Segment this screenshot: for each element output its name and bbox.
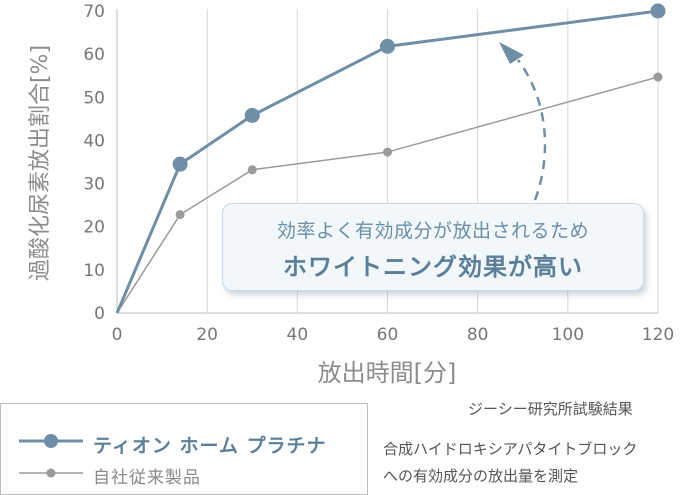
- data-point-series-2: [247, 165, 257, 175]
- x-tick-label: 40: [287, 325, 309, 345]
- annotation-line2: ホワイトニング効果が高い: [283, 253, 583, 281]
- description-line-2: への有効成分の放出量を測定: [383, 467, 579, 485]
- data-point-series-2: [653, 72, 663, 82]
- legend-label-series-1: ティオン ホーム プラチナ: [93, 435, 327, 457]
- y-tick-label: 0: [94, 304, 105, 324]
- data-point-series-1: [380, 38, 395, 54]
- legend-marker-icon: [19, 434, 83, 448]
- grid-lines: [206, 9, 659, 313]
- annotation-line1: 効率よく有効成分が放出されるため: [276, 220, 589, 242]
- legend-item-series-1: ティオン ホーム プラチナ: [1, 426, 367, 457]
- source-note: ジーシー研究所試験結果: [468, 400, 633, 418]
- data-point-series-2: [175, 210, 185, 220]
- arrow-dashed-path: [516, 59, 547, 201]
- arrow-head-icon: [499, 42, 524, 64]
- y-tick-label: 10: [83, 261, 105, 281]
- y-tick-label: 50: [83, 88, 105, 108]
- series-lines: [115, 3, 666, 314]
- x-tick-label: 60: [377, 325, 399, 345]
- y-tick-label: 30: [83, 175, 105, 195]
- legend-item-series-2: 自社従来製品: [1, 458, 367, 488]
- axes: [116, 9, 658, 314]
- tick-labels: 0 20 40 60 80 100 120 0 10 20 30 40 50 60 70: [83, 2, 674, 345]
- y-axis-label: 過酸化尿素放出割合[%]: [28, 45, 53, 281]
- legend-marker-icon: [19, 468, 83, 478]
- x-tick-label: 100: [552, 325, 584, 345]
- description-line-1: 合成ハイドロキシアパタイトブロック: [383, 440, 638, 458]
- x-tick-label: 0: [112, 325, 123, 345]
- data-point-series-1: [650, 3, 666, 19]
- legend-label-series-2: 自社従来製品: [93, 468, 201, 488]
- y-tick-label: 20: [83, 218, 105, 238]
- data-point-series-1: [172, 156, 188, 172]
- legend: ティオン ホーム プラチナ 自社従来製品: [0, 403, 368, 495]
- line-chart: 0 20 40 60 80 100 120 0 10 20 30 40 50 60 70 放出時間[分] 過…: [28, 2, 674, 387]
- y-tick-label: 40: [83, 131, 105, 151]
- x-axis-label: 放出時間[分]: [318, 359, 457, 387]
- data-point-series-1: [244, 107, 260, 123]
- data-point-series-2: [383, 147, 392, 157]
- x-tick-label: 120: [642, 325, 674, 345]
- y-tick-label: 60: [83, 45, 105, 65]
- x-tick-label: 20: [196, 325, 218, 345]
- callout-arrow: [499, 42, 547, 201]
- y-tick-label: 70: [83, 2, 105, 22]
- annotation-callout: 効率よく有効成分が放出されるため ホワイトニング効果が高い: [222, 203, 644, 291]
- x-tick-label: 80: [467, 325, 489, 345]
